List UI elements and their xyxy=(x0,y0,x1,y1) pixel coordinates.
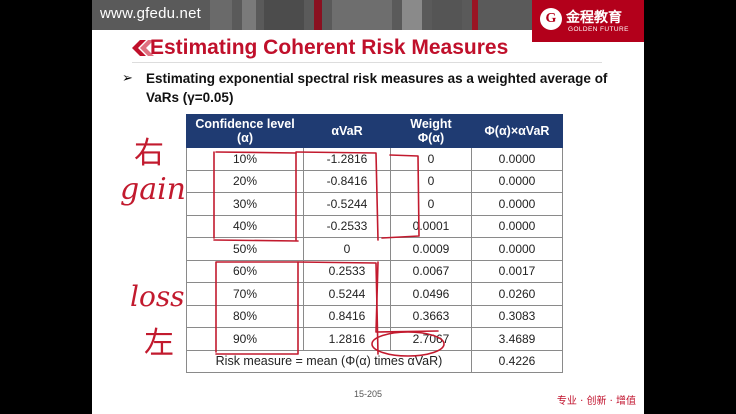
cell-weight: 0.3663 xyxy=(390,304,472,328)
table-header-row: Confidence level (α) αVaR Weight Φ(α) Φ(… xyxy=(186,114,563,148)
cell-alpha-var: 0.5244 xyxy=(303,282,391,306)
cell-confidence: 40% xyxy=(186,214,304,238)
highlight-ellipse xyxy=(371,331,445,357)
spectral-risk-table: Confidence level (α) αVaR Weight Φ(α) Φ(… xyxy=(186,114,563,373)
logo-mark-icon: G xyxy=(540,8,562,30)
cell-weight: 2.7067 xyxy=(390,327,472,351)
cell-product: 0.0000 xyxy=(471,192,563,216)
table-row: 20% -0.8416 0 0.0000 xyxy=(186,169,563,193)
loss-box-left xyxy=(215,261,299,355)
risk-measure-value: 0.4226 xyxy=(471,349,563,373)
cell-weight: 0.0496 xyxy=(390,282,472,306)
table-row: 50% 0 0.0009 0.0000 xyxy=(186,237,563,261)
gain-bracket-bottom xyxy=(213,239,299,242)
cell-alpha-var: -0.5244 xyxy=(303,192,391,216)
header-alpha-var: αVaR xyxy=(303,114,391,148)
header-weighted-var: Φ(α)×αVaR xyxy=(471,114,563,148)
bullet-text: Estimating exponential spectral risk mea… xyxy=(146,71,608,105)
cell-product: 0.0000 xyxy=(471,237,563,261)
annotation-right-char: 右 xyxy=(134,136,164,171)
annotation-left-char: 左 xyxy=(144,326,174,361)
annotation-gain: gain xyxy=(120,172,187,207)
cell-confidence: 20% xyxy=(186,169,304,193)
page-number: 15-205 xyxy=(353,389,383,399)
cell-confidence: 30% xyxy=(186,192,304,216)
logo-english-name: GOLDEN FUTURE xyxy=(568,26,629,33)
weight-box-lower xyxy=(375,261,439,333)
cell-product: 0.0000 xyxy=(471,214,563,238)
annotation-loss: loss xyxy=(130,280,185,313)
gain-box-right xyxy=(295,151,379,241)
cell-alpha-var: -0.2533 xyxy=(303,214,391,238)
table-row: 40% -0.2533 0.0001 0.0000 xyxy=(186,214,563,238)
slide-title: Estimating Coherent Risk Measures xyxy=(150,36,509,59)
header-confidence-level: Confidence level (α) xyxy=(186,114,304,148)
cell-product: 0.0260 xyxy=(471,282,563,306)
cell-alpha-var: -0.8416 xyxy=(303,169,391,193)
slide: www.gfedu.net G 金程教育 GOLDEN FUTURE Estim… xyxy=(92,0,644,414)
arrow-bullet-icon: ➢ xyxy=(122,70,133,85)
logo-chinese-name: 金程教育 xyxy=(566,10,622,26)
cell-product: 0.0000 xyxy=(471,169,563,193)
title-divider xyxy=(132,62,602,63)
gain-bracket-left xyxy=(213,151,297,239)
cell-product: 0.0000 xyxy=(471,147,563,171)
brand-slogan: 专业 · 创新 · 增值 xyxy=(556,396,636,407)
weight-box xyxy=(381,154,420,239)
site-url: www.gfedu.net xyxy=(100,5,201,22)
cell-weight: 0.0001 xyxy=(390,214,472,238)
header-weight: Weight Φ(α) xyxy=(390,114,472,148)
table-footer-row: Risk measure = mean (Φ(α) times αVaR) 0.… xyxy=(186,349,563,373)
loss-box-right xyxy=(297,261,379,355)
table-row: 30% -0.5244 0 0.0000 xyxy=(186,192,563,216)
handwritten-annotations xyxy=(213,151,445,357)
cell-product: 3.4689 xyxy=(471,327,563,351)
title-chevron-icon xyxy=(132,40,154,56)
brand-logo: G 金程教育 GOLDEN FUTURE xyxy=(532,0,644,42)
